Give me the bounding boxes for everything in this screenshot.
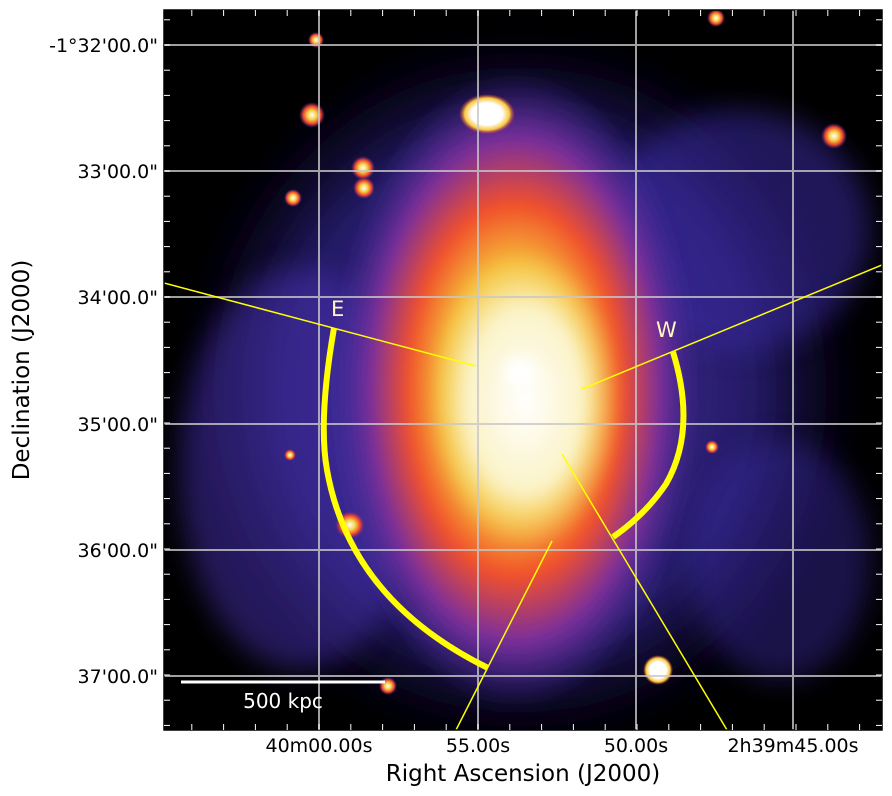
y-tick-label: 35'00.0" [78, 414, 158, 436]
bright-point-source [459, 94, 515, 134]
point-source [353, 177, 375, 199]
point-source [707, 10, 725, 27]
x-tick-label: 2h39m45.00s [727, 735, 858, 757]
south-sector-line-left [455, 540, 553, 730]
sky-image: E W 500 kpc [164, 10, 882, 730]
x-tick-label: 55.00s [446, 735, 510, 757]
point-source [284, 449, 296, 461]
sector-arcs [320, 327, 687, 671]
x-axis-label: Right Ascension (J2000) [386, 761, 661, 787]
south-sector-line-right [561, 453, 728, 730]
west-sector-line [581, 264, 882, 390]
point-source [299, 102, 325, 128]
x-tick-labels: 40m00.00s 55.00s 50.00s 2h39m45.00s [266, 735, 859, 757]
y-tick-label: 33'00.0" [78, 161, 158, 183]
point-source [284, 189, 302, 207]
west-label: W [656, 318, 677, 342]
plot-frame [163, 9, 883, 731]
x-tick-label: 40m00.00s [266, 735, 373, 757]
x-tick-label: 50.00s [604, 735, 668, 757]
east-arc [320, 327, 490, 671]
scale-bar-label: 500 kpc [243, 689, 323, 713]
y-tick-label: -1°32'00.0" [49, 35, 158, 57]
y-axis-label: Declination (J2000) [9, 260, 35, 481]
west-arc [611, 351, 687, 540]
y-tick-labels: -1°32'00.0" 33'00.0" 34'00.0" 35'00.0" 3… [49, 35, 158, 688]
axis-ticks [164, 10, 882, 730]
sector-lines [164, 264, 882, 730]
point-source [379, 677, 397, 695]
point-source [821, 123, 847, 149]
point-source [705, 440, 719, 454]
east-sector-line [164, 282, 477, 367]
coordinate-grid [164, 10, 882, 730]
point-source [351, 156, 375, 180]
east-label: E [331, 297, 344, 321]
y-tick-label: 36'00.0" [78, 540, 158, 562]
point-source [643, 655, 673, 685]
y-tick-label: 34'00.0" [78, 287, 158, 309]
y-tick-label: 37'00.0" [78, 666, 158, 688]
cluster-core [504, 358, 536, 386]
